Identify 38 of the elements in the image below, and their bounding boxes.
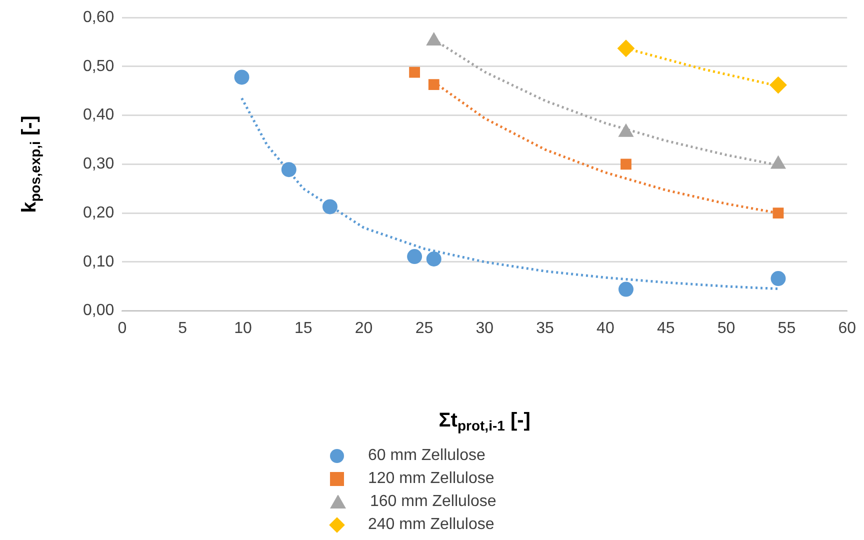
- x-tick-label: 45: [656, 320, 675, 337]
- point: [772, 208, 784, 219]
- point: [770, 76, 787, 94]
- point: [281, 162, 296, 178]
- x-tick-label: 35: [536, 320, 554, 337]
- point: [322, 199, 338, 214]
- legend-label: 160 mm Zellulose: [370, 492, 496, 510]
- x-tick-label: 20: [354, 320, 373, 337]
- point: [620, 158, 632, 170]
- point: [234, 70, 250, 85]
- point: [770, 271, 786, 286]
- y-tick-label: 0,20: [83, 204, 114, 222]
- y-tick-label: 0,30: [83, 156, 114, 173]
- x-tick-label: 0: [118, 320, 127, 337]
- x-tick-label: 40: [596, 320, 614, 337]
- x-tick-label: 10: [234, 320, 252, 337]
- x-tick-label: 55: [778, 320, 796, 337]
- y-tick-label: 0,50: [83, 58, 114, 75]
- point: [426, 252, 442, 266]
- point: [617, 40, 634, 57]
- x-tick-label: 50: [717, 320, 736, 337]
- x-tick-label: 30: [476, 320, 494, 337]
- point: [618, 282, 634, 297]
- legend-label: 120 mm Zellulose: [368, 470, 494, 488]
- legend-label: 60 mm Zellulose: [368, 446, 486, 464]
- x-tick-label: 5: [178, 320, 188, 337]
- y-tick-label: 0,00: [83, 302, 114, 320]
- y-tick-label: 0,10: [83, 253, 114, 270]
- y-axis-title: kpos,exp,i [-]: [18, 116, 43, 213]
- y-tick-label: 0,40: [83, 106, 114, 124]
- x-tick-label: 15: [294, 320, 312, 337]
- point: [409, 66, 420, 78]
- y-tick-label: 0,60: [83, 9, 114, 26]
- x-tick-label: 25: [415, 320, 434, 337]
- point: [428, 79, 440, 90]
- point: [407, 249, 422, 264]
- legend-label: 240 mm Zellulose: [368, 516, 494, 534]
- x-tick-label: 60: [838, 320, 856, 337]
